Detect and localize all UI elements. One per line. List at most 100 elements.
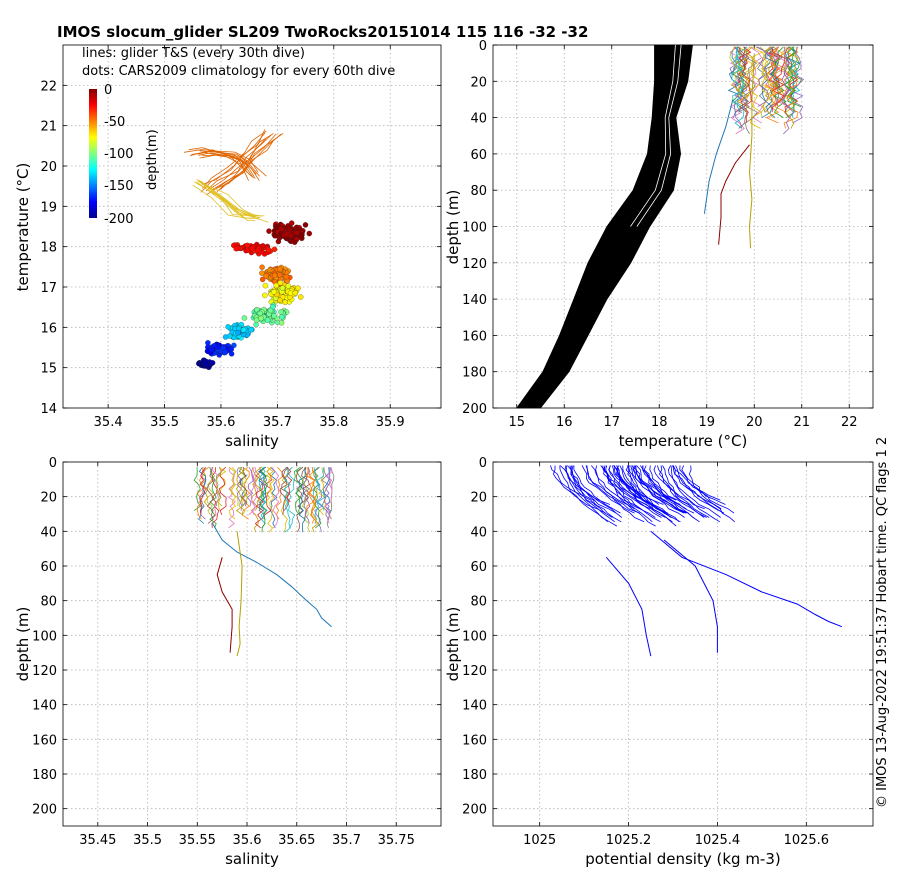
glider-temperature-line — [748, 54, 755, 249]
x-tick-label: 1025.4 — [695, 833, 741, 848]
glider-temperature-line — [757, 46, 770, 108]
y-tick-label: 0 — [479, 39, 487, 54]
y-tick-label: 80 — [470, 184, 487, 199]
y-tick-label: 40 — [40, 525, 57, 540]
y-tick-label: 100 — [32, 629, 57, 644]
y-tick-label: 180 — [32, 768, 57, 783]
glider-salinity-line — [321, 467, 329, 529]
y-tick-label: 60 — [470, 560, 487, 575]
density-line — [552, 465, 606, 514]
climatology-dot — [220, 345, 227, 351]
glider-salinity-line — [258, 466, 268, 520]
glider-salinity-line — [270, 466, 278, 529]
climatology-dot — [260, 243, 266, 249]
plot-area — [516, 44, 805, 409]
colorbar-tick-200: -200 — [104, 212, 134, 227]
climatology-dot — [267, 307, 274, 314]
plot-area — [550, 465, 843, 657]
climatology-dot — [271, 289, 277, 295]
y-tick-label: 20 — [470, 75, 487, 90]
y-tick-label: 160 — [462, 329, 487, 344]
climatology-dot — [295, 285, 301, 291]
climatology-dot — [266, 228, 272, 234]
climatology-dot — [215, 344, 221, 351]
climatology-dot — [276, 266, 283, 272]
climatology-dot — [259, 276, 266, 283]
density-line — [653, 465, 705, 510]
density-line — [667, 465, 721, 523]
climatology-dot — [235, 329, 241, 336]
glider-salinity-line — [206, 467, 215, 516]
climatology-dot — [278, 309, 284, 315]
density-line — [672, 465, 725, 514]
y-tick-label: 80 — [40, 595, 57, 610]
colorbar — [89, 89, 97, 218]
x-tick-label: 35.7 — [332, 833, 361, 848]
density-line — [600, 465, 656, 518]
climatology-dot — [249, 245, 256, 252]
density-line — [615, 465, 660, 510]
climatology-dot — [262, 292, 268, 299]
glider-temperature-line — [760, 46, 776, 102]
glider-salinity-line — [239, 467, 248, 507]
density-line — [663, 539, 718, 653]
x-tick-label: 35.5 — [133, 833, 162, 848]
glider-ts-line — [199, 181, 265, 217]
density-line — [564, 465, 618, 527]
climatology-dot — [257, 310, 263, 317]
glider-salinity-line — [206, 467, 215, 524]
climatology-dot — [262, 282, 269, 289]
y-tick-label: 18 — [40, 241, 57, 256]
climatology-band — [516, 44, 693, 409]
colorbar-tick-150: -150 — [104, 179, 134, 194]
glider-salinity-line — [302, 467, 311, 524]
y-tick-label: 0 — [49, 456, 57, 471]
density-line — [679, 465, 726, 505]
climatology-dot — [263, 273, 269, 279]
y-tick-label: 80 — [470, 595, 487, 610]
y-tick-label: 180 — [462, 768, 487, 783]
plot-area — [183, 129, 313, 371]
density-line — [567, 465, 615, 523]
x-tick-label: 21 — [793, 415, 810, 430]
climatology-dot — [209, 346, 215, 353]
glider-salinity-line — [279, 466, 288, 515]
panel-ts-diagram: 35.4 35.5 35.6 35.7 35.8 35.9 14 15 16 17 18 19 20 21… — [14, 44, 442, 450]
y-tick-label: 14 — [40, 402, 57, 417]
y-tick-label: 140 — [462, 699, 487, 714]
climatology-dot — [283, 273, 290, 280]
y-axis-label: temperature (°C) — [14, 163, 32, 292]
glider-salinity-line — [251, 467, 259, 516]
y-axis-label: depth (m) — [444, 190, 462, 265]
density-line — [605, 465, 653, 523]
glider-ts-line — [202, 130, 267, 189]
glider-salinity-line — [260, 466, 268, 533]
density-line — [573, 465, 621, 514]
glider-ts-line — [197, 150, 256, 179]
density-line — [681, 465, 735, 514]
climatology-dot — [288, 232, 294, 239]
density-line — [611, 465, 660, 505]
climatology-dot — [294, 230, 300, 236]
glider-salinity-line — [218, 466, 227, 516]
density-line — [613, 465, 662, 518]
glider-salinity-line — [216, 466, 223, 507]
density-line — [632, 465, 685, 514]
x-tick-label: 35.45 — [79, 833, 116, 848]
x-tick-label: 1025.2 — [606, 833, 652, 848]
density-line — [570, 465, 623, 518]
glider-ts-line — [195, 181, 256, 222]
legend-note-lines: lines: glider T&S (every 30th dive) — [82, 46, 305, 61]
glider-salinity-line — [254, 466, 262, 511]
colorbar-tick-0: 0 — [104, 83, 112, 98]
density-line — [608, 465, 654, 510]
density-line — [643, 465, 693, 510]
density-line — [671, 465, 721, 518]
climatology-dot — [278, 226, 285, 232]
density-line — [585, 465, 635, 510]
glider-salinity-line — [211, 522, 332, 628]
y-axis-label: depth (m) — [14, 607, 32, 682]
density-line — [673, 465, 722, 510]
glider-salinity-line — [228, 466, 236, 520]
x-tick-label: 35.4 — [94, 415, 123, 430]
